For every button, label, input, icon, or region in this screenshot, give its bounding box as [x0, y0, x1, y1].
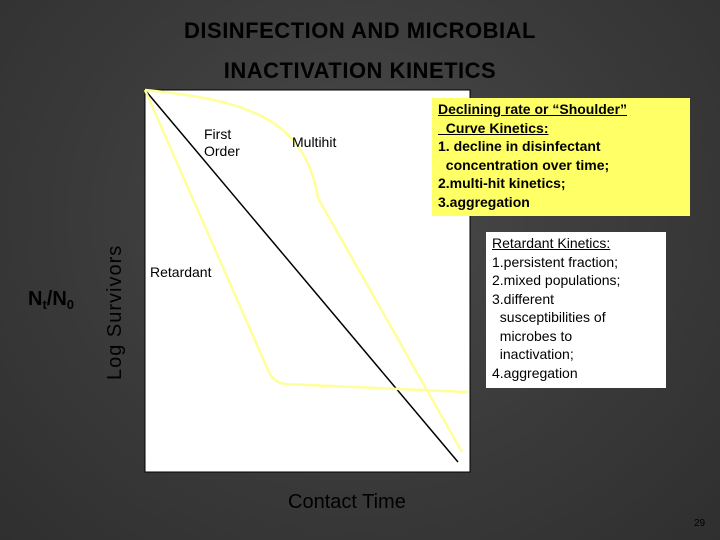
retardant-box-line: Retardant Kinetics:	[492, 235, 611, 251]
shoulder-box-line: concentration over time;	[438, 156, 610, 173]
retardant-box-line: 1.persistent fraction;	[492, 253, 619, 270]
page-number: 29	[694, 518, 706, 529]
retardant-box-line: 2.mixed populations;	[492, 272, 621, 288]
shoulder-kinetics-box: Declining rate or “Shoulder” Curve Kinet…	[432, 98, 690, 216]
first-order-label-line2: Order	[204, 143, 240, 159]
ratio-nt-sub: t	[42, 297, 47, 312]
shoulder-box-line: 1. decline in disinfectant	[438, 138, 601, 154]
shoulder-box-line: 2.multi-hit kinetics;	[438, 175, 566, 191]
retardant-box-line: 3.different	[492, 290, 555, 307]
shoulder-box-line: Declining rate or “Shoulder”	[438, 101, 628, 117]
ratio-n0-sub: 0	[66, 297, 75, 312]
ratio-nt-main: N	[28, 288, 43, 310]
ratio-n0-main: /N	[46, 288, 67, 310]
first-order-label: First Order	[204, 126, 240, 160]
multihit-curve	[144, 88, 464, 453]
shoulder-box-line: Curve Kinetics:	[438, 119, 549, 136]
retardant-kinetics-box: Retardant Kinetics: 1.persistent fractio…	[486, 232, 666, 388]
retardant-label: Retardant	[150, 264, 212, 280]
slide-title-line2: INACTIVATION KINETICS	[223, 58, 497, 83]
retardant-box-line: inactivation;	[492, 346, 574, 362]
retardant-box-line: microbes to	[492, 327, 573, 344]
retardant-curve	[143, 89, 469, 394]
retardant-box-line: susceptibilities of	[492, 309, 606, 325]
first-order-line	[144, 89, 459, 463]
x-axis-label-contact-time: Contact Time	[288, 491, 406, 513]
first-order-label-line1: First	[204, 126, 232, 142]
y-axis-label-log-survivors: Log Survivors	[104, 244, 126, 380]
shoulder-box-line: 3.aggregation	[438, 193, 530, 210]
retardant-box-line: 4.aggregation	[492, 364, 578, 381]
multihit-label: Multihit	[292, 134, 337, 150]
y-axis-label-ratio: Nt/N0	[28, 288, 74, 312]
slide-title-line1: DISINFECTION AND MICROBIAL	[184, 18, 536, 43]
